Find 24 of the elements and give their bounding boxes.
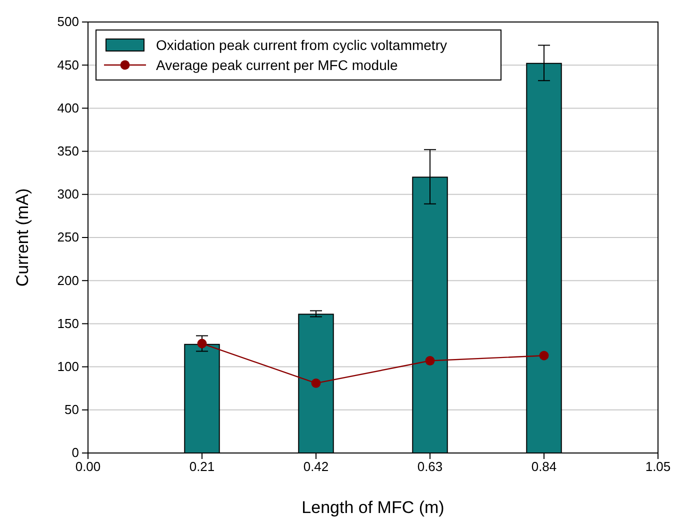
y-tick-label: 200 [57, 272, 79, 288]
x-tick-label: 1.05 [645, 459, 671, 474]
point [425, 356, 435, 366]
y-tick-label: 0 [72, 445, 79, 460]
y-tick-label: 500 [57, 14, 79, 30]
y-axis-title: Current (mA) [13, 188, 32, 287]
y-tick-label: 150 [57, 316, 79, 331]
y-tick-label: 450 [57, 57, 79, 72]
point [539, 350, 549, 360]
x-tick-label: 0.63 [417, 459, 443, 474]
x-axis-title: Length of MFC (m) [302, 498, 444, 517]
x-tick-label: 0.21 [189, 459, 215, 474]
y-tick-label: 250 [57, 230, 79, 245]
y-tick-label: 300 [57, 186, 79, 202]
legend-label: Average peak current per MFC module [156, 57, 398, 73]
legend-label: Oxidation peak current from cyclic voltammetry [156, 37, 447, 53]
x-tick-label: 0.42 [303, 459, 329, 474]
y-tick-label: 350 [57, 143, 79, 158]
x-tick-label: 0.84 [531, 459, 557, 474]
point [311, 378, 321, 388]
y-tick-label: 50 [64, 402, 79, 418]
x-tick-label: 0.00 [75, 459, 101, 474]
y-tick-label: 100 [57, 358, 79, 374]
y-tick-label: 400 [57, 100, 79, 116]
